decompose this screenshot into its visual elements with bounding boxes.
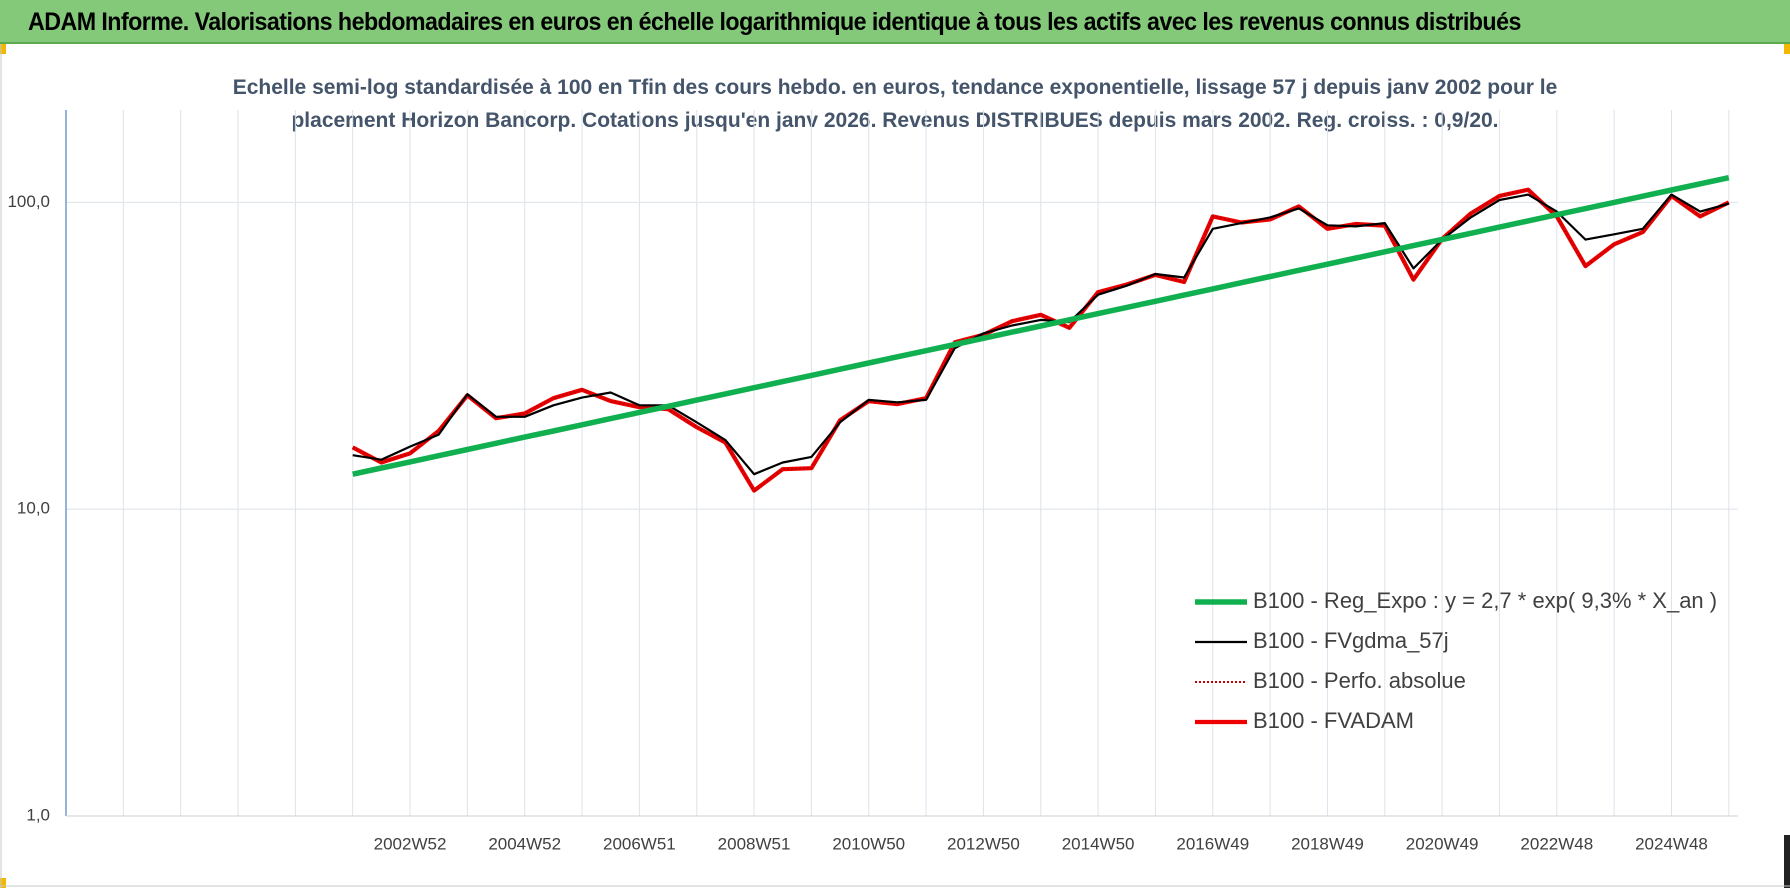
x-tick-label: 2020W49 (1406, 834, 1479, 853)
corner-mark (0, 878, 6, 888)
chart-subtitle: placement Horizon Bancorp. Cotations jus… (291, 109, 1499, 132)
legend-label: B100 - FVgdma_57j (1253, 628, 1449, 653)
chart-title: ADAM Informe. Valorisations hebdomadaire… (28, 8, 1521, 36)
x-tick-label: 2012W50 (947, 834, 1020, 853)
x-tick-label: 2008W51 (718, 834, 791, 853)
y-tick-label: 100,0 (7, 192, 50, 211)
y-tick-label: 10,0 (17, 499, 50, 518)
x-tick-label: 2006W51 (603, 834, 676, 853)
x-tick-label: 2016W49 (1176, 834, 1249, 853)
series-line (352, 188, 1730, 492)
y-tick-label: 1,0 (26, 805, 50, 824)
legend-label: B100 - Perfo. absolue (1253, 668, 1466, 693)
series-line (352, 193, 1730, 476)
x-tick-label: 2010W50 (832, 834, 905, 853)
x-tick-label: 2002W52 (374, 834, 447, 853)
edge-mark (1784, 835, 1790, 888)
series-line (352, 175, 1730, 477)
x-tick-label: 2004W52 (488, 834, 561, 853)
title-bar: ADAM Informe. Valorisations hebdomadaire… (0, 0, 1790, 44)
x-tick-label: 2014W50 (1062, 834, 1135, 853)
x-tick-label: 2024W48 (1635, 834, 1708, 853)
legend-label: B100 - Reg_Expo : y = 2,7 * exp( 9,3% * … (1253, 588, 1717, 613)
legend-label: B100 - FVADAM (1253, 708, 1414, 733)
corner-mark (1784, 44, 1790, 54)
x-tick-label: 2022W48 (1520, 834, 1593, 853)
corner-mark (0, 44, 6, 54)
chart-subtitle: Echelle semi-log standardisée à 100 en T… (232, 76, 1558, 99)
x-tick-label: 2018W49 (1291, 834, 1364, 853)
